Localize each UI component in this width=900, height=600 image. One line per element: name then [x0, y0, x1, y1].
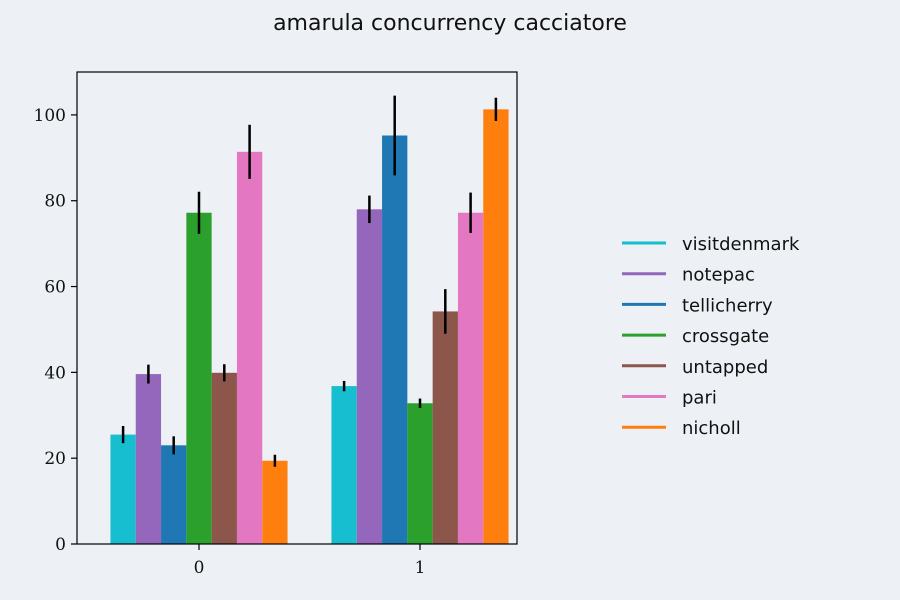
legend-label-crossgate: crossgate [682, 326, 769, 347]
legend-label-pari: pari [682, 388, 717, 409]
legend-label-untapped: untapped [682, 357, 768, 378]
bar-pari-1 [457, 212, 484, 544]
y-tick-label-20: 20 [44, 449, 66, 469]
legend-label-tellicherry: tellicherry [682, 295, 773, 316]
bar-visitdenmark-1 [331, 386, 357, 544]
bar-notepac-0 [135, 374, 162, 544]
bar-tellicherry-1 [382, 135, 408, 545]
bar-untapped-0 [211, 372, 237, 544]
bar-crossgate-1 [407, 403, 433, 544]
y-tick-label-80: 80 [44, 192, 66, 212]
y-tick-label-100: 100 [34, 106, 66, 126]
bar-untapped-1 [432, 311, 458, 544]
bar-nicholl-0 [262, 460, 288, 544]
legend-label-nicholl: nicholl [682, 418, 741, 439]
bar-notepac-1 [356, 209, 383, 545]
y-tick-label-60: 60 [44, 278, 66, 298]
bar-visitdenmark-0 [110, 434, 136, 544]
plot-area: 0 20 40 60 80 100 0 1 [34, 71, 518, 578]
chart-title: amarula concurrency cacciatore [273, 11, 627, 36]
legend: visitdenmark notepac tellicherry crossgate u… [622, 234, 800, 439]
legend-label-notepac: notepac [682, 265, 755, 286]
axes-frame [76, 71, 518, 545]
legend-label-visitdenmark: visitdenmark [682, 234, 800, 255]
x-tick-label-1: 1 [415, 558, 426, 578]
bar-nicholl-1 [483, 109, 509, 545]
y-tick-label-0: 0 [55, 535, 66, 555]
y-tick-label-40: 40 [44, 363, 66, 383]
bar-pari-0 [236, 151, 263, 544]
x-tick-label-0: 0 [194, 558, 205, 578]
bar-tellicherry-0 [161, 445, 187, 544]
bar-crossgate-0 [186, 212, 212, 544]
